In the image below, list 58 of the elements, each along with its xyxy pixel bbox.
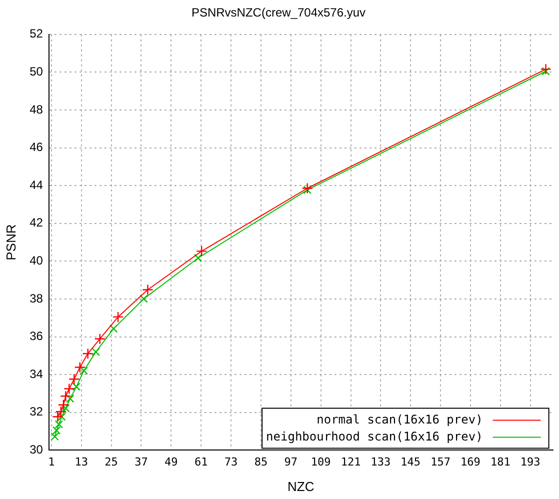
- point: [74, 362, 86, 373]
- y-tick-label: 46: [30, 140, 44, 154]
- x-tick-label: 121: [340, 456, 361, 469]
- legend-label: neighbourhood scan(16x16 prev): [266, 429, 483, 444]
- point: [540, 64, 552, 75]
- point: [142, 284, 154, 296]
- y-tick-label: 38: [30, 291, 44, 306]
- x-tick-label: 61: [194, 456, 208, 469]
- point: [302, 182, 313, 194]
- point: [66, 394, 74, 403]
- x-tick-label: 97: [284, 456, 298, 469]
- x-tick-label: 25: [104, 456, 118, 469]
- x-tick-label: 13: [74, 456, 88, 469]
- point: [68, 374, 80, 385]
- x-tick-label: 193: [520, 456, 540, 469]
- point: [92, 348, 100, 356]
- point: [72, 382, 81, 391]
- point: [55, 406, 67, 418]
- y-tick-label: 52: [30, 26, 44, 41]
- point: [62, 404, 70, 412]
- x-tick-label: 37: [134, 456, 148, 469]
- y-tick-label: 32: [30, 404, 44, 419]
- x-tick-label: 73: [224, 456, 238, 469]
- point: [60, 390, 72, 402]
- x-tick-label: 157: [430, 456, 450, 469]
- x-tick-label: 145: [400, 456, 421, 469]
- y-axis-title: PSNR: [3, 224, 18, 260]
- y-tick-label: 44: [30, 178, 44, 192]
- x-axis-title: NZC: [288, 478, 314, 494]
- x-tick-label: 85: [254, 456, 268, 469]
- y-tick-label: 42: [30, 216, 44, 230]
- point: [82, 348, 94, 360]
- point: [58, 399, 70, 410]
- y-tick-label: 50: [30, 64, 44, 79]
- x-tick-label: 181: [490, 456, 510, 469]
- y-tick-label: 36: [30, 329, 44, 344]
- y-tick-label: 30: [30, 442, 44, 457]
- point: [64, 383, 75, 394]
- point: [52, 411, 64, 422]
- x-tick-label: 133: [370, 456, 391, 469]
- point: [109, 324, 118, 333]
- point: [542, 67, 550, 76]
- point: [140, 294, 148, 303]
- point: [303, 186, 312, 194]
- x-tick-label: 169: [460, 456, 480, 469]
- chart-title: PSNRvsNZC(crew_704x576.yuv: [191, 6, 366, 20]
- x-tick-label: 1: [48, 456, 55, 469]
- legend-label: normal scan(16x16 prev): [316, 412, 483, 426]
- point: [94, 333, 106, 344]
- y-tick-label: 34: [30, 366, 44, 381]
- y-tick-label: 48: [30, 102, 44, 116]
- point: [80, 366, 88, 375]
- point: [112, 311, 124, 323]
- x-tick-label: 109: [310, 456, 331, 469]
- point: [194, 254, 202, 262]
- point: [196, 246, 208, 257]
- y-tick-label: 40: [30, 254, 44, 268]
- x-tick-label: 49: [164, 456, 178, 469]
